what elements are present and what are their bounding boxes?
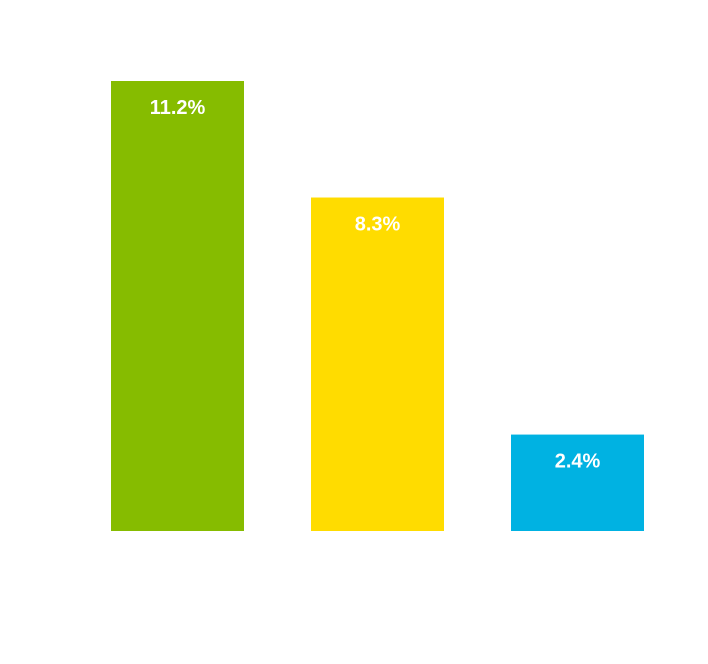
bar-value-label-3: 2.4%: [555, 451, 601, 473]
bar-1: [111, 81, 244, 531]
bars-group: [111, 81, 644, 531]
data-labels-group: 11.2% 8.3% 2.4%: [150, 97, 601, 473]
bar-value-label-1: 11.2%: [150, 97, 206, 119]
bar-3: [511, 434, 644, 531]
bar-value-label-2: 8.3%: [355, 214, 401, 236]
bar-2: [311, 197, 444, 531]
